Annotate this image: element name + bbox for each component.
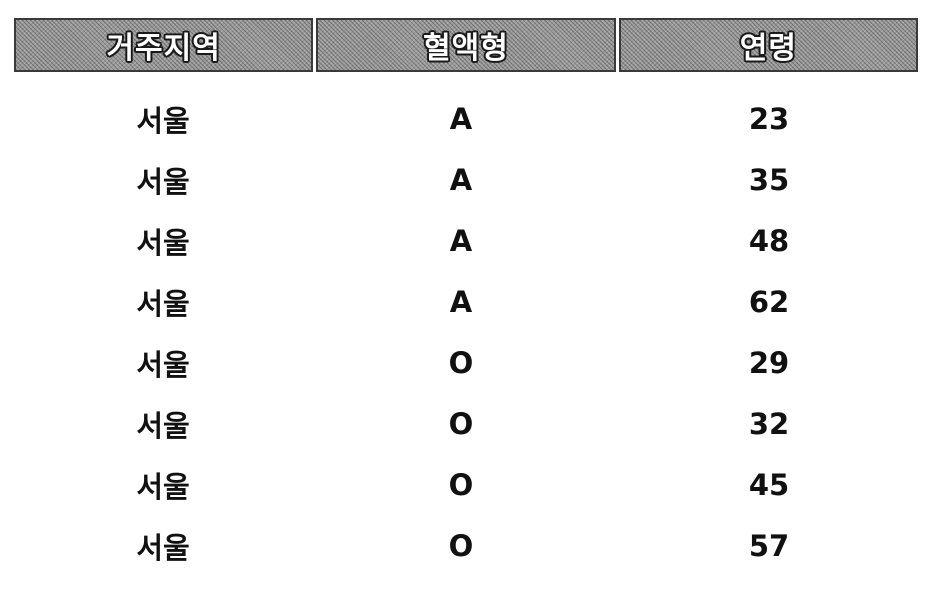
- cell-region: 서울: [136, 530, 190, 565]
- cell-blood-type: A: [449, 284, 473, 319]
- table-row: 서울 O 45: [14, 454, 918, 515]
- cell-region: 서울: [136, 286, 190, 321]
- table-row: 서울 O 29: [14, 332, 918, 393]
- table-row: 서울 A 48: [14, 210, 918, 271]
- table-row: 서울 O 57: [14, 515, 918, 576]
- cell-age: 23: [748, 101, 790, 136]
- header-blood-type: 혈액형: [316, 18, 616, 72]
- cell-region: 서울: [136, 164, 190, 199]
- cell-age: 45: [748, 467, 790, 502]
- cell-blood-type: A: [449, 162, 473, 197]
- cell-age: 48: [748, 223, 790, 258]
- cell-region: 서울: [136, 469, 190, 504]
- cell-age: 62: [748, 284, 790, 319]
- cell-blood-type: O: [448, 528, 474, 563]
- table-row: 서울 A 35: [14, 149, 918, 210]
- cell-blood-type: O: [448, 406, 474, 441]
- cell-region: 서울: [136, 347, 190, 382]
- table-row: 서울 A 23: [14, 88, 918, 149]
- cell-age: 57: [748, 528, 790, 563]
- cell-blood-type: A: [449, 223, 473, 258]
- cell-region: 서울: [136, 103, 190, 138]
- header-region: 거주지역: [14, 18, 314, 72]
- cell-region: 서울: [136, 225, 190, 260]
- cell-age: 32: [748, 406, 790, 441]
- table-header-row: 거주지역 혈액형 연령: [14, 18, 918, 72]
- data-table: 거주지역 혈액형 연령 서울 A 23 서울 A 35 서울 A 48 서울 A…: [14, 18, 918, 576]
- table-row: 서울 O 32: [14, 393, 918, 454]
- cell-age: 35: [748, 162, 790, 197]
- cell-blood-type: O: [448, 467, 474, 502]
- cell-blood-type: O: [448, 345, 474, 380]
- cell-blood-type: A: [449, 101, 473, 136]
- cell-age: 29: [748, 345, 790, 380]
- cell-region: 서울: [136, 408, 190, 443]
- table-body: 서울 A 23 서울 A 35 서울 A 48 서울 A 62 서울 O 29 …: [14, 88, 918, 576]
- header-age: 연령: [618, 18, 918, 72]
- table-row: 서울 A 62: [14, 271, 918, 332]
